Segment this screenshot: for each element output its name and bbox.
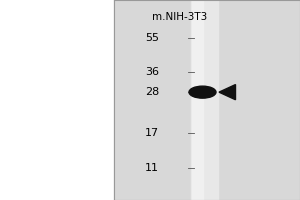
Bar xyxy=(190,0,218,200)
Text: 17: 17 xyxy=(145,128,159,138)
Bar xyxy=(114,0,300,200)
Text: 36: 36 xyxy=(145,67,159,77)
Text: 55: 55 xyxy=(145,33,159,43)
Ellipse shape xyxy=(189,86,216,98)
Text: 11: 11 xyxy=(145,163,159,173)
Text: m.NIH-3T3: m.NIH-3T3 xyxy=(152,12,208,22)
Text: 28: 28 xyxy=(145,87,159,97)
Polygon shape xyxy=(219,85,236,100)
Bar xyxy=(192,0,203,200)
